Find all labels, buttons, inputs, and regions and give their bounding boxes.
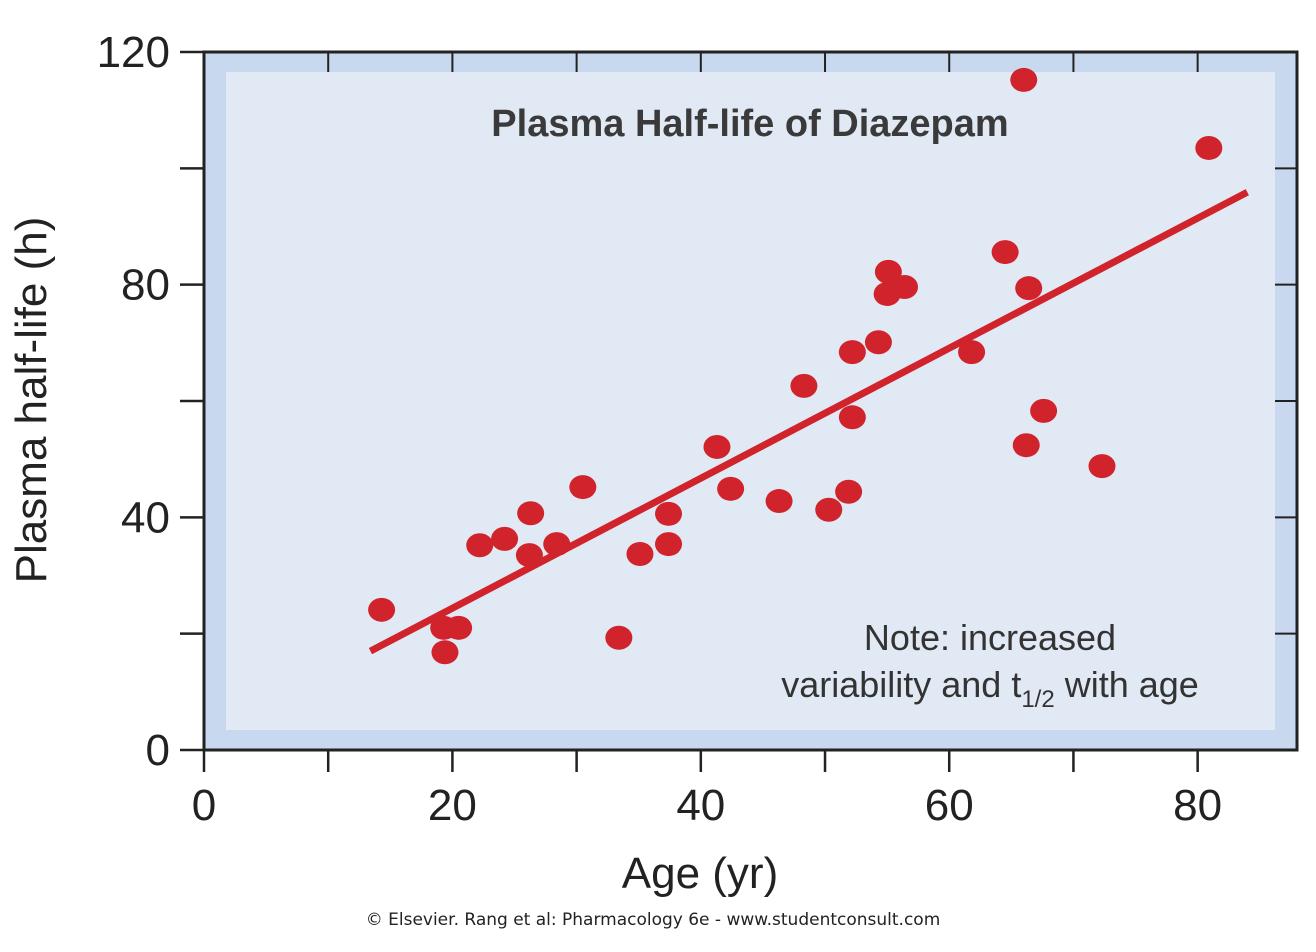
annotation-text: variability and t xyxy=(781,664,1021,705)
data-point xyxy=(655,532,683,557)
data-point xyxy=(368,597,396,622)
data-point xyxy=(543,532,571,557)
data-point xyxy=(790,373,818,398)
trend-line xyxy=(368,189,1249,655)
annotation-subscript: 1/2 xyxy=(1021,686,1054,713)
chart-title: Plasma Half-life of Diazepam xyxy=(491,103,1008,145)
data-point xyxy=(1012,433,1040,458)
data-point xyxy=(991,240,1019,265)
data-points xyxy=(368,67,1223,665)
data-point xyxy=(569,475,597,500)
data-point xyxy=(717,476,745,501)
data-point xyxy=(655,501,683,526)
annotation-text-end: with age xyxy=(1055,664,1199,705)
y-axis-label: Plasma half-life (h) xyxy=(7,217,56,584)
y-tick-label: 120 xyxy=(97,28,170,77)
data-point xyxy=(958,340,986,365)
data-point xyxy=(517,501,545,526)
axis-frame xyxy=(202,50,1299,752)
data-point xyxy=(815,497,843,522)
x-tick-label: 20 xyxy=(428,781,477,830)
data-point xyxy=(838,405,866,430)
data-point xyxy=(1015,276,1043,301)
y-tick-label: 80 xyxy=(121,261,170,310)
y-tick-label: 0 xyxy=(146,726,170,775)
annotation-line-1: Note: increased xyxy=(864,617,1116,658)
axis-ticks: 0 20 40 60 80 0 40 80 120 xyxy=(97,28,1297,830)
data-point xyxy=(445,615,473,640)
data-point xyxy=(835,479,863,504)
y-tick-label: 40 xyxy=(121,493,170,542)
data-point xyxy=(491,526,519,551)
data-point xyxy=(1195,135,1223,160)
credit-text: © Elsevier. Rang et al: Pharmacology 6e … xyxy=(366,910,941,930)
annotation-line-2: variability and t1/2 with age xyxy=(781,664,1199,713)
data-point xyxy=(765,489,793,514)
data-point xyxy=(703,434,731,459)
data-point xyxy=(891,274,919,299)
data-point xyxy=(1010,67,1038,92)
data-point xyxy=(605,625,633,650)
x-axis-label: Age (yr) xyxy=(622,849,778,898)
plot-panel-inner xyxy=(226,72,1275,730)
data-point xyxy=(864,330,892,355)
plot-frame xyxy=(202,50,1299,752)
data-point xyxy=(431,640,459,665)
data-point xyxy=(626,541,654,566)
data-point xyxy=(1030,398,1058,423)
x-tick-label: 60 xyxy=(925,781,974,830)
x-tick-label: 40 xyxy=(676,781,725,830)
data-point xyxy=(874,259,902,284)
x-tick-label: 80 xyxy=(1173,781,1222,830)
data-point xyxy=(1088,454,1116,479)
data-point xyxy=(515,543,543,568)
x-tick-label: 0 xyxy=(192,781,216,830)
data-point xyxy=(466,533,494,558)
data-point xyxy=(838,340,866,365)
